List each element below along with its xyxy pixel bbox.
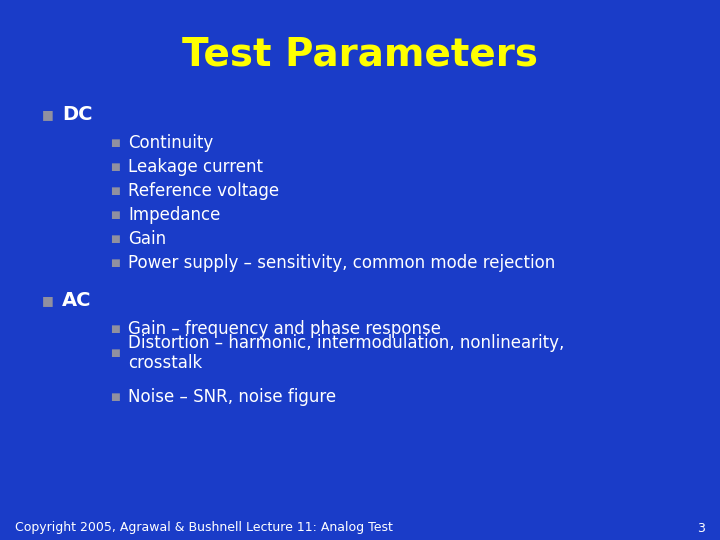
- Text: Continuity: Continuity: [128, 134, 213, 152]
- Text: ■: ■: [110, 210, 120, 220]
- Text: Leakage current: Leakage current: [128, 158, 263, 176]
- Text: DC: DC: [62, 105, 92, 125]
- Text: Test Parameters: Test Parameters: [182, 36, 538, 74]
- Text: AC: AC: [62, 292, 91, 310]
- Text: ■: ■: [110, 186, 120, 196]
- Text: Impedance: Impedance: [128, 206, 220, 224]
- Text: Gain: Gain: [128, 230, 166, 248]
- Text: ■: ■: [110, 348, 120, 358]
- Text: Copyright 2005, Agrawal & Bushnell Lecture 11: Analog Test: Copyright 2005, Agrawal & Bushnell Lectu…: [15, 522, 393, 535]
- Text: Reference voltage: Reference voltage: [128, 182, 279, 200]
- Text: Power supply – sensitivity, common mode rejection: Power supply – sensitivity, common mode …: [128, 254, 555, 272]
- Text: 3: 3: [697, 522, 705, 535]
- Text: ■: ■: [42, 109, 54, 122]
- Text: ■: ■: [110, 138, 120, 148]
- Text: ■: ■: [110, 392, 120, 402]
- Text: ■: ■: [110, 162, 120, 172]
- Text: Distortion – harmonic, intermodulation, nonlinearity,
crosstalk: Distortion – harmonic, intermodulation, …: [128, 334, 564, 373]
- Text: ■: ■: [110, 234, 120, 244]
- Text: Noise – SNR, noise figure: Noise – SNR, noise figure: [128, 388, 336, 406]
- Text: ■: ■: [110, 324, 120, 334]
- Text: Gain – frequency and phase response: Gain – frequency and phase response: [128, 320, 441, 338]
- Text: ■: ■: [110, 258, 120, 268]
- Text: ■: ■: [42, 294, 54, 307]
